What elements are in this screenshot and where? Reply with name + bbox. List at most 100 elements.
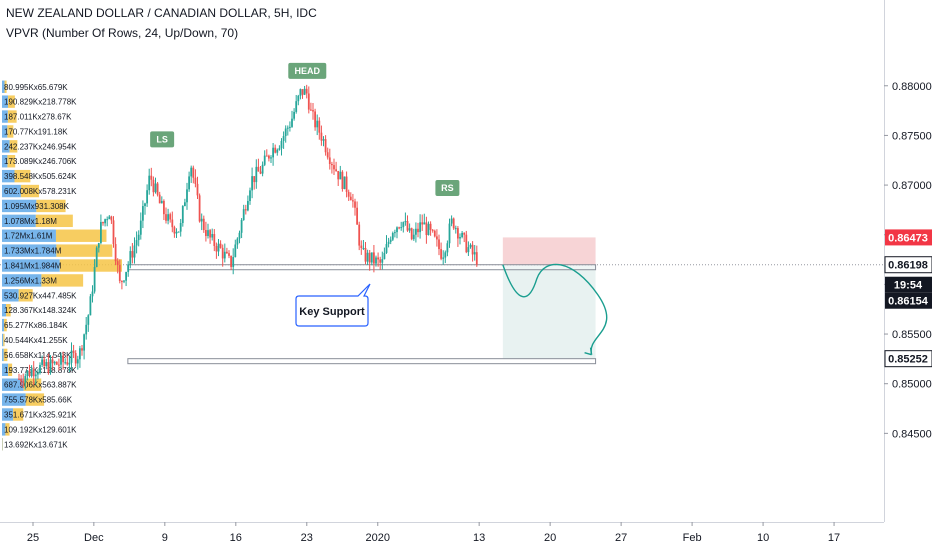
take-profit-zone [503, 265, 596, 359]
candle-up [402, 222, 404, 227]
candle-down [438, 239, 440, 249]
candle-up [224, 252, 226, 259]
indicator-label[interactable]: VPVR (Number Of Rows, 24, Up/Down, 70) [6, 26, 238, 40]
vp-row-label: 687.906Kx563.887K [4, 381, 77, 390]
candle-down [310, 110, 312, 111]
candle-down [453, 219, 455, 229]
candle-up [39, 365, 41, 373]
time-tick-label: 27 [615, 532, 627, 544]
candle-down [327, 152, 329, 157]
candle-up [392, 233, 394, 240]
candle-up [31, 370, 33, 377]
candle-down [20, 379, 22, 382]
candle-up [459, 237, 461, 238]
candle-down [203, 219, 205, 230]
vp-row-label: 1.078Mx1.18M [4, 217, 57, 226]
candle-up [129, 251, 131, 264]
candle-down [22, 381, 24, 382]
candle-up [384, 253, 386, 259]
candle-down [192, 168, 194, 178]
candle-up [134, 245, 136, 257]
right-shoulder-label: RS [441, 183, 454, 193]
candle-up [148, 176, 150, 190]
time-tick-label: Dec [84, 532, 104, 544]
price-axis[interactable]: 0.880000.875000.870000.865000.860000.855… [884, 81, 932, 441]
price-tick-label: 0.85500 [892, 329, 932, 341]
candle-up [87, 315, 89, 325]
price-tag-label: 0.86154 [888, 296, 929, 308]
candle-up [142, 206, 144, 221]
candle-up [323, 139, 325, 141]
price-tick-label: 0.85000 [892, 379, 932, 391]
candle-down [220, 244, 222, 248]
vp-row-label: 128.367Kx148.324K [4, 306, 77, 315]
price-tag-label: 0.86198 [888, 260, 928, 272]
candle-up [100, 222, 102, 243]
candle-down [66, 362, 68, 364]
candle-down [209, 230, 211, 237]
time-tick-label: 20 [544, 532, 556, 544]
candle-down [121, 281, 123, 282]
candle-up [255, 167, 257, 182]
candle-up [316, 121, 318, 128]
candle-up [45, 362, 47, 366]
candle-down [342, 172, 344, 189]
price-tag[interactable]: 0.86198 [885, 257, 932, 273]
candle-down [157, 183, 159, 194]
candle-up [35, 375, 37, 377]
candle-down [314, 111, 316, 127]
candle-up [27, 371, 29, 376]
candle-down [333, 165, 335, 169]
candle-up [247, 201, 249, 210]
candle-up [94, 267, 96, 292]
candle-down [407, 221, 409, 231]
candle-down [306, 89, 308, 94]
candle-down [365, 248, 367, 262]
price-tag[interactable]: 0.86154 [885, 293, 932, 309]
candle-up [85, 325, 87, 335]
candle-up [184, 202, 186, 206]
vp-row-label: 1.733Mx1.784M [4, 247, 62, 256]
vp-down-bar [56, 244, 112, 256]
key-support-label: Key Support [299, 306, 365, 318]
candle-up [123, 281, 125, 282]
candle-down [33, 370, 35, 377]
candle-down [197, 184, 199, 195]
candle-down [457, 228, 459, 238]
candle-up [444, 252, 446, 257]
head-label: HEAD [295, 66, 321, 76]
candle-up [64, 362, 66, 363]
price-tag[interactable]: 0.85252 [885, 351, 932, 367]
candle-up [442, 258, 444, 259]
candle-down [436, 236, 438, 239]
candle-up [207, 230, 209, 236]
vp-down-bar [60, 259, 122, 271]
target-zone-rect[interactable] [128, 359, 596, 364]
candle-up [251, 176, 253, 190]
candle-up [241, 220, 243, 233]
candle-down [302, 89, 304, 95]
candle-down [171, 220, 173, 228]
vp-row-label: 242.237Kx246.954K [4, 142, 77, 151]
price-tag[interactable]: 0.86473 [885, 229, 932, 245]
candle-down [213, 234, 215, 246]
candle-down [115, 244, 117, 261]
candle-down [102, 222, 104, 223]
vp-row-label: 1.72Mx1.61M [4, 232, 53, 241]
candle-down [318, 121, 320, 133]
candle-up [283, 136, 285, 141]
candle-up [180, 223, 182, 232]
candle-up [474, 252, 476, 254]
support-zone-rect[interactable] [128, 265, 596, 270]
candle-up [279, 148, 281, 150]
vp-row-label: 80.995Kx65.679K [4, 83, 68, 92]
candle-up [182, 206, 184, 223]
price-tag[interactable]: 19:54 [885, 277, 932, 293]
candle-up [92, 292, 94, 297]
candle-down [81, 348, 83, 350]
candle-up [281, 141, 283, 148]
candle-down [230, 256, 232, 267]
time-tick-label: 17 [828, 532, 840, 544]
